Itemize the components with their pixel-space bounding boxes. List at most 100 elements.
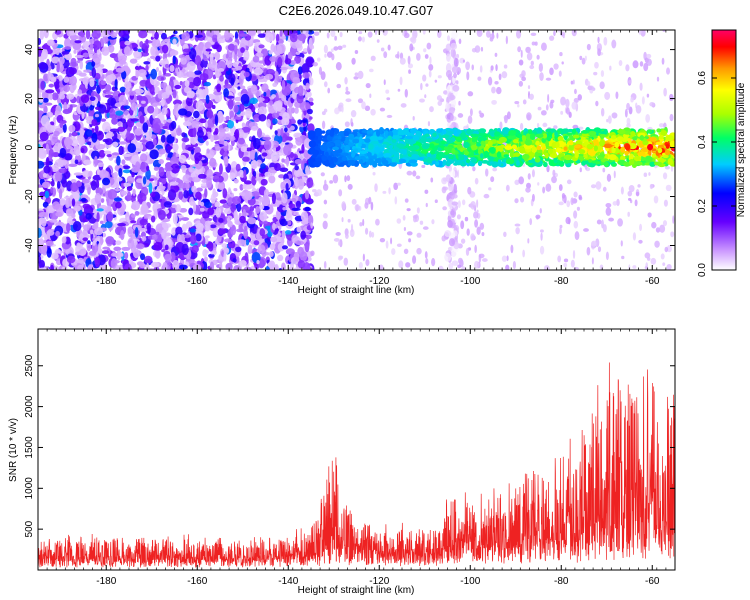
spectrogram-blob [365, 259, 370, 267]
spectrogram-blob [550, 128, 556, 133]
spectrogram-blob [396, 218, 402, 224]
spectrogram-blob [550, 99, 555, 104]
spectrogram-blob [656, 76, 660, 82]
spectrogram-blob [448, 262, 454, 270]
spectrogram-blob [419, 98, 425, 103]
spectrogram-blob [55, 230, 60, 237]
spectrogram-blob [242, 184, 247, 189]
spectrogram-blob [357, 98, 364, 104]
spectrogram-blob [61, 266, 67, 270]
spectrogram-blob [491, 86, 496, 94]
spectrogram-blob [591, 240, 597, 247]
spectrogram-blob [451, 260, 459, 266]
spectrogram-blob [323, 261, 327, 269]
spectrogram-blob [666, 67, 671, 75]
spectrogram-blob [277, 56, 283, 68]
spectrogram-blob [80, 148, 85, 154]
spectrogram-blob [101, 46, 110, 56]
spectrogram-blob [149, 149, 159, 160]
spectrogram-blob [206, 177, 213, 189]
spectrogram-blob [150, 261, 160, 268]
spectrogram-blob [257, 244, 266, 254]
spectrogram-blob [117, 121, 123, 127]
spectrogram-blob [95, 106, 100, 111]
spectrogram-blob [260, 163, 266, 170]
spectrogram-blob [527, 85, 531, 90]
spectrogram-blob [445, 69, 453, 78]
spectrogram-blob [308, 97, 314, 103]
spectrogram-blob [559, 51, 563, 57]
spectrogram-blob [158, 166, 165, 177]
spectrogram-blob [233, 210, 238, 222]
spectrogram-blob [632, 135, 638, 141]
spectrogram-blob [280, 127, 284, 137]
spectrogram-blob [205, 48, 213, 52]
spectrogram-blob [154, 249, 161, 259]
spectrogram-blob [190, 149, 195, 155]
spectrogram-blob [85, 212, 92, 220]
spectrogram-blob [52, 201, 61, 210]
spectrogram-blob [383, 51, 388, 59]
spectrogram-blob [529, 93, 534, 100]
spectrogram-blob [399, 57, 406, 65]
spectrogram-blob [595, 100, 599, 107]
spectrogram-blob [292, 77, 301, 84]
spectrogram-blob [626, 102, 630, 111]
spectrogram-blob [626, 117, 631, 125]
spectrogram-blob [224, 141, 228, 147]
spectrogram-blob [286, 209, 292, 219]
spectrogram-blob [666, 263, 672, 270]
spectrogram-blob [272, 222, 276, 231]
spectrogram-blob [576, 206, 580, 211]
spectrogram-blob [457, 169, 460, 178]
spectrogram-blob [132, 188, 136, 197]
spectrogram-blob [204, 220, 212, 226]
spectrogram-blob [103, 213, 107, 224]
spectrogram-blob [199, 73, 209, 81]
spectrogram-blob [133, 142, 144, 153]
spectrogram-blob [339, 255, 344, 260]
spectrogram-blob [450, 115, 454, 122]
spectrogram-blob [350, 110, 357, 118]
spectrogram-blob [38, 227, 42, 238]
spectrogram-blob [182, 99, 186, 110]
spectrogram-blob [543, 265, 550, 270]
spectrogram-blob [551, 176, 557, 184]
spectrogram-blob [91, 150, 100, 160]
spectrogram-blob [599, 264, 604, 270]
spectrogram-blob [436, 95, 443, 101]
spectrogram-blob [336, 83, 342, 89]
spectrogram-blob [320, 172, 325, 177]
spectrogram-blob [42, 97, 49, 103]
spectrogram-blob [329, 180, 334, 184]
spectrogram-blob [357, 36, 362, 42]
spectrogram-blob [152, 123, 161, 134]
spectrogram-blob [172, 213, 178, 225]
spectrogram-blob [176, 127, 182, 136]
spectrogram-blob [42, 196, 46, 201]
spectrogram-blob [518, 80, 524, 87]
spectrogram-blob [300, 230, 306, 240]
spectrogram-blob [408, 238, 412, 243]
spectrogram-blob [76, 264, 85, 270]
spectrogram-blob [517, 104, 520, 108]
spectrogram-blob [466, 71, 470, 81]
spectrogram-blob [541, 42, 547, 51]
spectrogram-blob [331, 53, 335, 61]
spectrogram-blob [239, 260, 247, 267]
spectrogram-blob [82, 237, 89, 242]
spectrogram-blob [295, 51, 301, 56]
spectrogram-blob [474, 45, 481, 53]
spectrogram-blob [347, 218, 351, 223]
spectrogram-blob [87, 185, 91, 195]
spectrogram-blob [370, 201, 374, 211]
spectrogram-blob [155, 50, 160, 56]
spectrogram-blob [238, 128, 244, 139]
spectrogram-blob [134, 210, 140, 216]
spectrogram-blob [218, 217, 224, 223]
spectrogram-blob [78, 209, 83, 216]
spectrogram-blob [96, 84, 101, 94]
spectrogram-blob [178, 154, 187, 164]
spectrogram-blob [207, 63, 213, 68]
spectrogram-blob [152, 138, 157, 146]
